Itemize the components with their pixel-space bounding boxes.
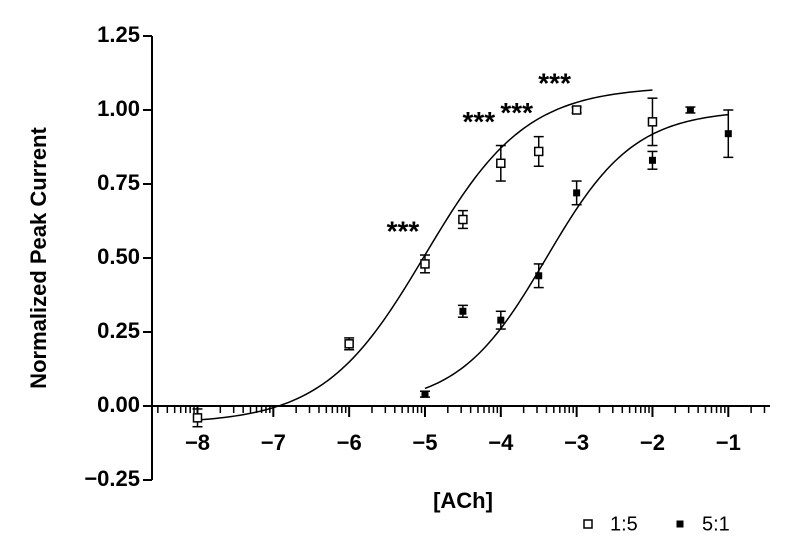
y-tick-label: −0.25	[84, 466, 140, 491]
x-tick-label: −8	[185, 430, 210, 455]
legend-marker	[676, 520, 684, 528]
data-point	[535, 272, 543, 280]
x-tick-label: −6	[337, 430, 362, 455]
annotation: ***	[500, 97, 533, 128]
data-point	[533, 146, 544, 157]
y-tick-label: 0.50	[97, 244, 140, 269]
data-point	[686, 106, 694, 114]
fit-curve	[424, 113, 729, 390]
y-axis-label: Normalized Peak Current	[26, 127, 51, 389]
y-tick-label: 0.00	[97, 392, 140, 417]
y-tick-label: 0.75	[97, 170, 140, 195]
data-point	[459, 307, 467, 315]
x-tick-label: −2	[640, 430, 665, 455]
annotation: ***	[387, 215, 420, 246]
legend-label: 5:1	[702, 513, 730, 535]
x-tick-label: −4	[488, 430, 514, 455]
x-tick-label: −3	[564, 430, 589, 455]
annotation: ***	[538, 67, 571, 98]
data-point	[458, 214, 468, 225]
x-tick-label: −1	[716, 430, 741, 455]
y-tick-label: 1.00	[97, 96, 140, 121]
x-axis-label: [ACh]	[433, 488, 493, 513]
legend-label: 1:5	[610, 513, 638, 535]
data-point	[724, 130, 732, 138]
data-point	[192, 413, 203, 423]
data-point	[421, 390, 429, 398]
data-point	[344, 339, 354, 349]
data-point	[573, 189, 581, 197]
data-point	[571, 105, 582, 115]
annotation: ***	[462, 106, 495, 137]
data-point	[496, 158, 506, 169]
x-tick-label: −7	[261, 430, 286, 455]
y-tick-label: 0.25	[97, 318, 140, 343]
legend-marker	[583, 519, 593, 529]
data-point	[647, 117, 658, 127]
y-tick-label: 1.25	[97, 22, 140, 47]
data-point	[420, 259, 430, 269]
data-point	[648, 156, 656, 164]
data-point	[497, 316, 505, 324]
x-tick-label: −5	[412, 430, 437, 455]
